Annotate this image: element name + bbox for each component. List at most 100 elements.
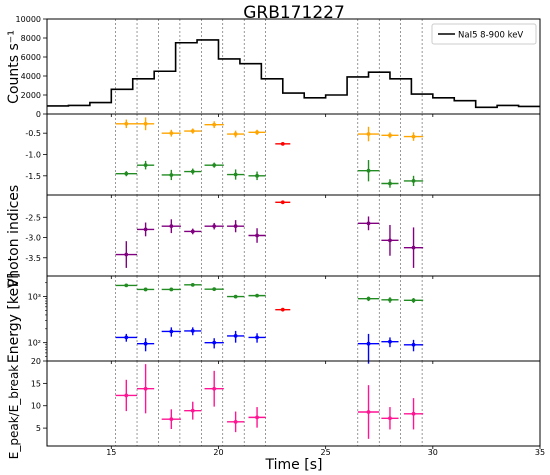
data-point (411, 245, 416, 250)
data-point (388, 238, 392, 243)
data-point (190, 129, 195, 133)
legend-label: NaI5 8-900 keV (458, 31, 523, 41)
data-point (143, 163, 148, 168)
data-point (124, 171, 129, 176)
data-point (169, 173, 174, 177)
data-point (190, 169, 195, 174)
y-tick-label: 6000 (21, 53, 41, 62)
data-point (411, 134, 416, 139)
data-point (212, 386, 217, 391)
y-tick-label: -3.5 (25, 254, 41, 263)
y-tick-label: -1.5 (25, 172, 41, 181)
y-tick-label: 5 (36, 424, 41, 433)
panel-frame (46, 113, 541, 196)
data-point (124, 121, 129, 126)
data-point (411, 298, 416, 303)
counts-y-label: Counts s⁻¹ (6, 30, 22, 104)
y-tick-label: 10000 (16, 15, 41, 24)
y-tick-label: -2.5 (25, 213, 41, 222)
data-point (388, 133, 392, 138)
data-point (255, 335, 259, 340)
data-point (366, 341, 371, 346)
photon-indices-y-label: Photon indices (6, 185, 22, 287)
data-point (388, 297, 392, 302)
x-tick-label: 20 (213, 448, 223, 457)
data-point (212, 287, 217, 292)
energy-y-label: Energy [keV] (6, 273, 22, 363)
y-tick-label: -1.0 (25, 151, 41, 160)
data-point (366, 132, 371, 136)
data-point (169, 329, 174, 334)
panel-frame (46, 360, 541, 447)
data-point (143, 341, 148, 346)
data-point (411, 411, 416, 416)
data-point (280, 200, 285, 205)
data-point (411, 179, 416, 183)
x-axis-label: Time [s] (265, 457, 323, 473)
data-point (124, 283, 129, 288)
data-point (233, 132, 238, 136)
data-point (143, 287, 148, 292)
panels: NaI5 8-900 keV 0 2000 4000 6000 8000 10000 -0.5… (16, 15, 546, 457)
y-tick-label: 10² (28, 339, 41, 348)
data-point (255, 130, 259, 135)
data-point (255, 233, 259, 238)
data-point (255, 293, 259, 298)
data-point (212, 163, 217, 168)
y-tick-label: 10 (31, 402, 41, 411)
data-point (169, 417, 174, 422)
data-point (233, 224, 238, 229)
data-point (124, 393, 129, 398)
lightcurve-line (47, 39, 540, 109)
data-point (212, 122, 217, 127)
data-point (388, 416, 392, 421)
y-tick-label: 2000 (21, 91, 41, 100)
x-tick-label: 30 (428, 448, 438, 457)
y-tick-label: 4000 (21, 72, 41, 81)
chart-title: GRB171227 (243, 3, 345, 23)
data-point (190, 282, 195, 287)
y-tick-label: 10³ (28, 293, 41, 302)
data-point (190, 408, 195, 413)
data-point (124, 335, 129, 340)
y-tick-label: -0.5 (25, 129, 41, 138)
data-point (388, 181, 392, 186)
data-point (233, 294, 238, 299)
data-point (366, 168, 371, 173)
data-point (255, 173, 259, 178)
data-point (169, 131, 174, 136)
data-point (212, 340, 217, 345)
data-point (169, 224, 174, 229)
ratio-y-label: E_peak/E_break (7, 365, 21, 460)
data-point (411, 342, 416, 347)
data-point (366, 296, 371, 301)
y-tick-label: -3.0 (25, 234, 41, 243)
x-tick-label: 35 (535, 448, 545, 457)
x-tick-label: 25 (321, 448, 331, 457)
y-tick-label: 8000 (21, 34, 41, 43)
panel-frame (46, 194, 541, 277)
data-point (233, 334, 238, 338)
data-point (233, 419, 238, 424)
data-point (280, 141, 285, 146)
data-point (366, 221, 371, 226)
data-point (143, 386, 148, 391)
x-tick-label: 15 (106, 448, 116, 457)
y-tick-label: 0 (36, 110, 41, 119)
legend-box (431, 23, 537, 45)
data-point (388, 339, 392, 344)
data-point (212, 224, 217, 229)
y-tick-label: 15 (31, 379, 41, 388)
y-tick-label: 20 (31, 357, 41, 366)
data-point (143, 121, 148, 126)
panel-frame (46, 275, 541, 362)
data-point (233, 172, 238, 177)
data-point (169, 287, 174, 292)
data-point (190, 329, 195, 333)
data-point (280, 307, 285, 312)
data-point (190, 229, 195, 234)
data-point (255, 415, 259, 420)
data-point (124, 252, 129, 257)
data-point (366, 410, 371, 414)
